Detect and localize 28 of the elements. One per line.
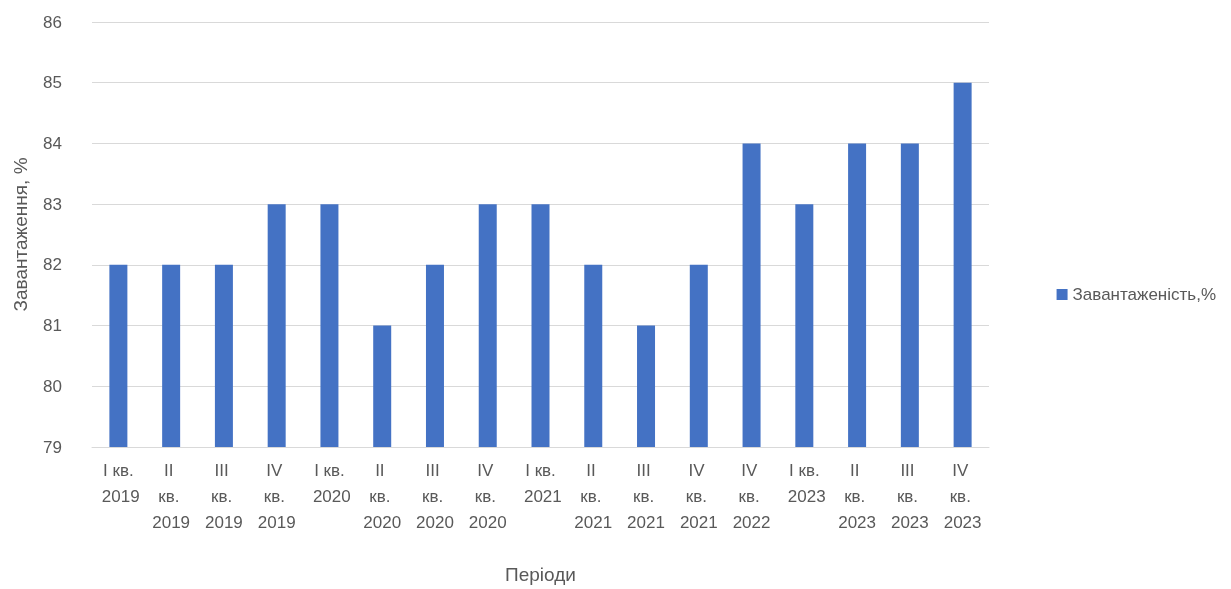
x-tick-label: I кв. 2023 — [783, 460, 826, 506]
x-tick-label: III кв. 2023 — [890, 460, 929, 532]
x-tick-label: I кв. 2020 — [308, 460, 351, 506]
y-tick-label: 83 — [43, 194, 62, 214]
x-tick-label: II кв. 2019 — [152, 460, 191, 532]
x-tick-label: I кв. 2019 — [97, 460, 140, 506]
y-tick-label: 84 — [43, 133, 62, 153]
y-tick-label: 81 — [43, 316, 62, 336]
x-tick-label: II кв. 2023 — [838, 460, 876, 532]
x-tick-label: II кв. 2021 — [574, 460, 613, 532]
x-tick-label: IV кв. 2019 — [257, 460, 296, 532]
y-axis-title: Завантаження, % — [10, 157, 31, 312]
y-tick-label: 79 — [43, 437, 62, 457]
x-tick-label: III кв. 2020 — [416, 460, 454, 532]
x-axis-title: Періоди — [505, 564, 576, 585]
x-tick-label: III кв. 2019 — [205, 460, 243, 532]
x-tick-label: II кв. 2020 — [363, 460, 402, 532]
y-tick-label: 80 — [43, 376, 62, 396]
x-tick-label: IV кв. 2023 — [943, 460, 982, 532]
x-tick-label: IV кв. 2021 — [679, 460, 718, 532]
y-tick-label: 82 — [43, 255, 62, 275]
y-tick-label: 85 — [43, 73, 62, 93]
x-tick-label: IV кв. 2022 — [732, 460, 771, 532]
x-tick-label: III кв. 2021 — [627, 460, 665, 532]
y-tick-label: 86 — [43, 12, 62, 32]
x-tick-label: IV кв. 2020 — [468, 460, 507, 532]
x-tick-label: I кв. 2021 — [519, 460, 562, 506]
legend-label: Завантаженість,% — [1072, 285, 1217, 304]
